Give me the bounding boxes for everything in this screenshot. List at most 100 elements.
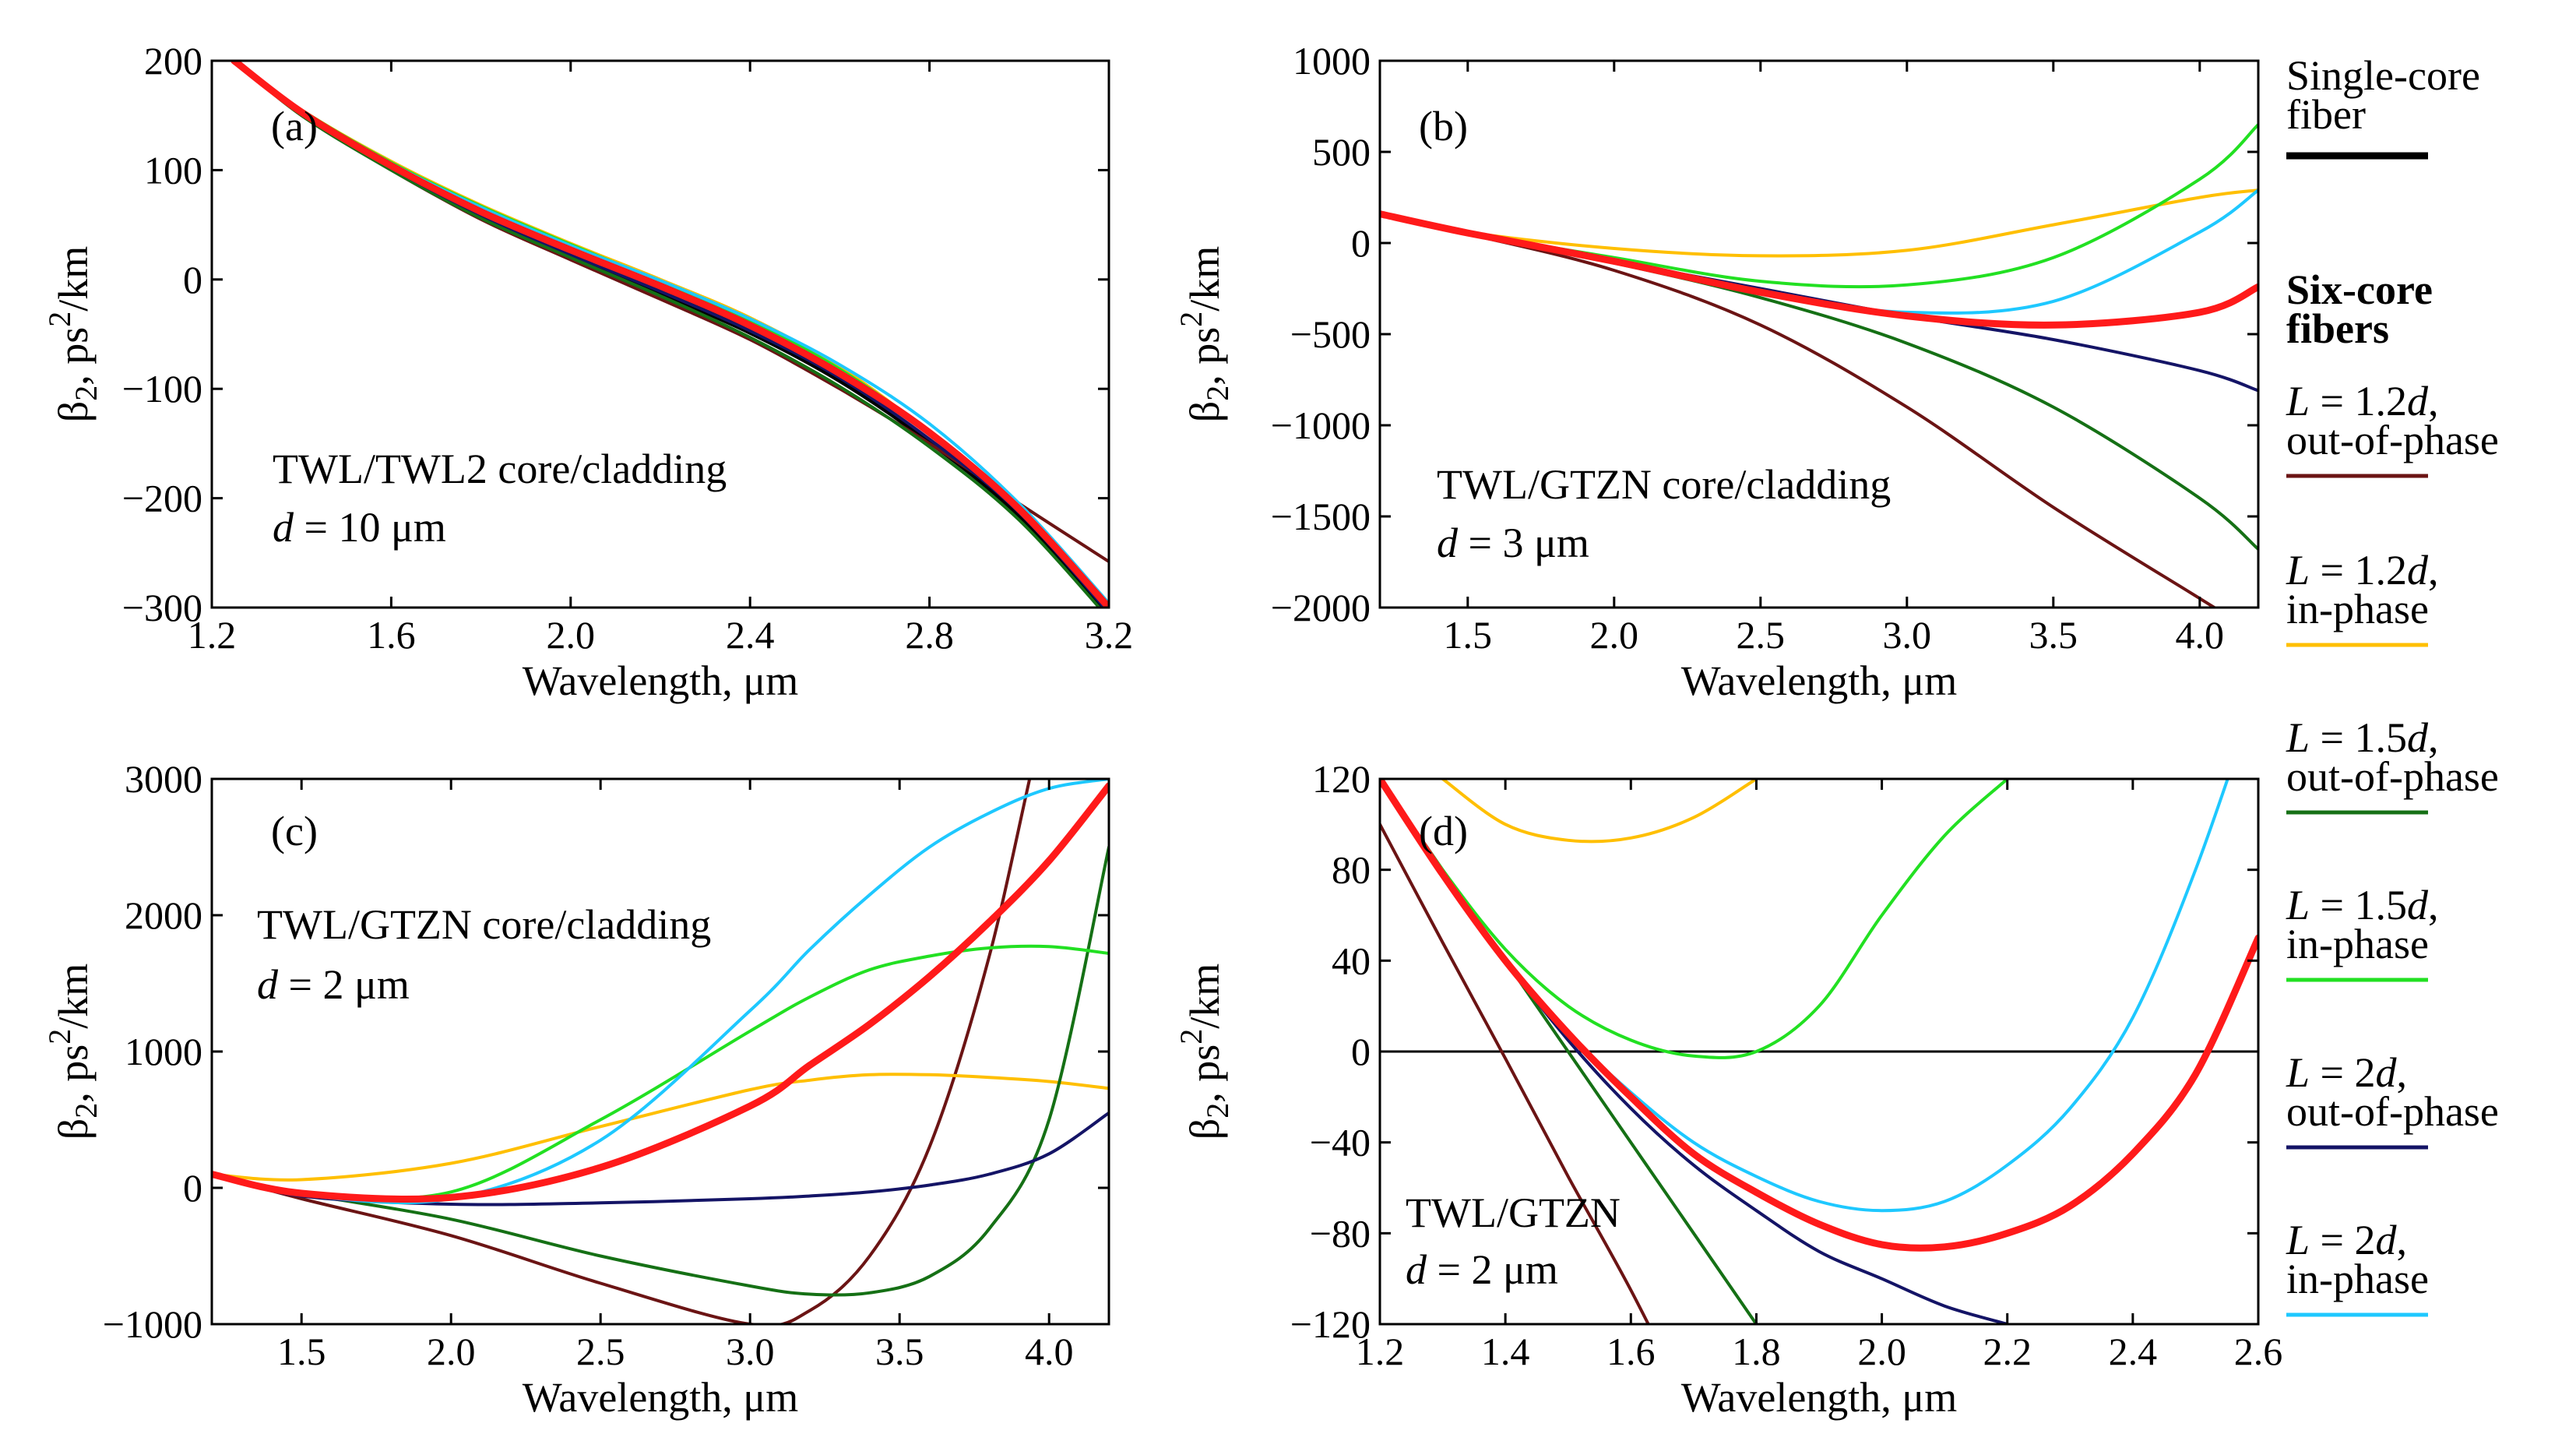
panel-annotation-diameter: d = 2 μm (257, 961, 410, 1008)
x-tick-label: 1.6 (1606, 1330, 1656, 1373)
legend-single-core-label-2: fiber (2286, 91, 2366, 138)
y-tick-label: 120 (1312, 757, 1371, 801)
x-tick-label: 1.6 (367, 613, 416, 657)
series-line-1 (212, 1073, 1109, 1182)
y-tick-label: −80 (1310, 1211, 1371, 1255)
series-line-7 (231, 61, 1109, 608)
x-tick-label: 1.4 (1481, 1330, 1530, 1373)
legend-entry-label: L = 2d, (2286, 1217, 2407, 1263)
panel-annotation-diameter: d = 2 μm (1406, 1246, 1558, 1293)
y-tick-label: −40 (1310, 1121, 1371, 1164)
x-axis-label: Wavelength, μm (523, 1374, 799, 1421)
x-tick-label: 2.0 (1590, 613, 1639, 657)
x-tick-label: 2.4 (726, 613, 775, 657)
panel-annotation-material: TWL/GTZN core/cladding (1437, 461, 1891, 508)
x-axis-label: Wavelength, μm (1681, 657, 1958, 704)
series-line-0 (1380, 823, 1650, 1324)
panel-label: (b) (1419, 103, 1468, 150)
panel-annotation-material: TWL/TWL2 core/cladding (273, 446, 727, 492)
plot-area (1380, 779, 2258, 1324)
series-line-0 (1380, 212, 2218, 608)
y-tick-label: 100 (144, 148, 202, 192)
panel-label: (a) (271, 103, 318, 150)
y-tick-label: −120 (1290, 1302, 1371, 1346)
y-tick-label: −300 (122, 586, 202, 629)
y-tick-label: −2000 (1271, 586, 1371, 629)
legend-entry-label: L = 1.2d, (2286, 547, 2439, 594)
x-tick-label: 2.0 (1857, 1330, 1906, 1373)
y-tick-label: 1000 (125, 1030, 202, 1073)
y-axis-label: β2, ps2/km (42, 246, 104, 423)
series-line-4 (212, 1111, 1109, 1207)
legend-entry-mode: in-phase (2286, 1256, 2429, 1302)
panel-annotation-diameter: d = 3 μm (1437, 520, 1589, 566)
legend-entry-mode: out-of-phase (2286, 1088, 2499, 1135)
legend-entry-label: L = 2d, (2286, 1049, 2407, 1096)
series-line-6 (1380, 779, 2258, 1252)
y-tick-label: 80 (1332, 848, 1371, 892)
y-tick-label: −100 (122, 367, 202, 410)
legend-entry-label: L = 1.5d, (2286, 714, 2439, 761)
y-tick-label: 500 (1312, 130, 1371, 174)
x-tick-label: 4.0 (2176, 613, 2225, 657)
plot-area (231, 61, 1109, 608)
legend-six-core-header-2: fibers (2286, 305, 2389, 352)
plot-frame (210, 59, 1110, 609)
x-tick-label: 1.8 (1732, 1330, 1781, 1373)
series-line-6 (212, 782, 1109, 1203)
series-line-1 (1441, 779, 1758, 844)
x-tick-label: 1.5 (1444, 613, 1493, 657)
y-tick-label: 40 (1332, 939, 1371, 982)
x-tick-label: 3.0 (1883, 613, 1932, 657)
legend-entry-mode: in-phase (2286, 586, 2429, 632)
series-line-3 (232, 61, 1102, 608)
legend-single-core-label: Single-core (2286, 52, 2480, 99)
x-tick-label: 2.5 (1737, 613, 1786, 657)
y-tick-label: 0 (1351, 221, 1371, 265)
x-tick-label: 3.5 (875, 1330, 924, 1373)
x-tick-label: 2.0 (547, 613, 596, 657)
x-tick-label: 2.8 (905, 613, 954, 657)
panel-annotation-material: TWL/GTZN core/cladding (257, 901, 711, 948)
y-tick-label: −500 (1290, 312, 1371, 356)
legend-entry-label: L = 1.2d, (2286, 378, 2439, 425)
y-axis-label: β2, ps2/km (42, 964, 104, 1140)
x-axis-label: Wavelength, μm (523, 657, 799, 704)
x-tick-label: 1.2 (1356, 1330, 1405, 1373)
y-tick-label: 0 (1351, 1030, 1371, 1073)
x-tick-label: 2.6 (2234, 1330, 2283, 1373)
y-tick-label: 0 (183, 258, 202, 301)
y-tick-label: 0 (183, 1166, 202, 1210)
panel-annotation-diameter: d = 10 μm (273, 504, 446, 551)
y-tick-label: 2000 (125, 893, 202, 937)
x-tick-label: 2.5 (576, 1330, 625, 1373)
x-tick-label: 3.2 (1085, 613, 1134, 657)
legend-entry-mode: out-of-phase (2286, 753, 2499, 800)
x-axis-label: Wavelength, μm (1681, 1374, 1958, 1421)
plot-area (1380, 122, 2258, 608)
series-line-6 (1380, 210, 2258, 329)
series-line-2 (212, 845, 1109, 1297)
plot-frame (210, 777, 1110, 1326)
y-tick-label: −1500 (1271, 495, 1371, 538)
y-tick-label: 3000 (125, 757, 202, 801)
series-line-5 (212, 779, 1109, 1204)
y-tick-label: 200 (144, 39, 202, 83)
legend-entry-mode: in-phase (2286, 921, 2429, 967)
x-tick-label: 2.4 (2109, 1330, 2158, 1373)
y-tick-label: −1000 (103, 1302, 202, 1346)
plot-area (212, 779, 1109, 1324)
legend-entry-label: L = 1.5d, (2286, 882, 2439, 928)
series-line-3 (1380, 122, 2258, 289)
legend-entry-mode: out-of-phase (2286, 417, 2499, 463)
x-tick-label: 1.5 (277, 1330, 326, 1373)
panel-annotation-material: TWL/GTZN (1406, 1189, 1621, 1236)
panel-label: (c) (271, 808, 318, 854)
series-line-3 (1380, 779, 2009, 1059)
series-line-5 (1380, 188, 2258, 315)
x-tick-label: 2.2 (1983, 1330, 2032, 1373)
x-tick-label: 1.2 (188, 613, 237, 657)
x-tick-label: 3.5 (2029, 613, 2078, 657)
